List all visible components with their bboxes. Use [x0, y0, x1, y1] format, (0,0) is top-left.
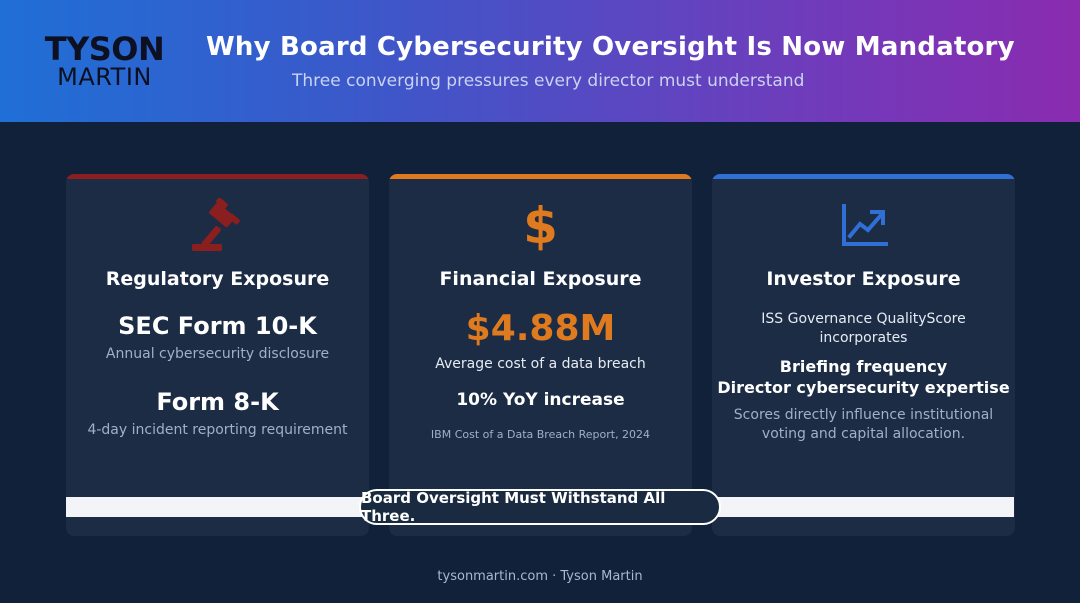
form-8k-desc: 4-day incident reporting requirement: [87, 422, 348, 438]
factor-briefing-frequency: Briefing frequency: [779, 357, 948, 376]
logo-line1: TYSON: [44, 30, 165, 68]
investor-note-line2: voting and capital allocation.: [761, 426, 966, 442]
yoy-increase: 10% YoY increase: [456, 390, 625, 410]
form-10k-title: SEC Form 10-K: [118, 312, 317, 340]
form-10k-desc: Annual cybersecurity disclosure: [105, 346, 330, 362]
logo-line2: MARTIN: [57, 63, 152, 91]
iss-intro-line1: ISS Governance QualityScore: [761, 311, 966, 327]
card-heading: Financial Exposure: [439, 268, 642, 290]
card-heading: Regulatory Exposure: [105, 268, 330, 290]
gavel-icon: [66, 198, 369, 254]
page-title: Why Board Cybersecurity Oversight Is Now…: [206, 32, 1015, 62]
logo: TYSON MARTIN: [32, 30, 177, 91]
card-topbar: [712, 174, 1015, 179]
conclusion-banner: Board Oversight Must Withstand All Three…: [359, 489, 721, 525]
source-note: IBM Cost of a Data Breach Report, 2024: [430, 428, 651, 441]
page-subtitle: Three converging pressures every directo…: [292, 71, 805, 91]
card-heading: Investor Exposure: [766, 268, 961, 290]
investor-note-line1: Scores directly influence institutional: [733, 407, 994, 423]
trending-up-chart-icon: [712, 198, 1015, 254]
iss-intro-line2: incorporates: [819, 330, 908, 346]
breach-cost-stat: $4.88M: [465, 308, 616, 349]
card-regulatory: Regulatory Exposure SEC Form 10-K Annual…: [66, 174, 369, 536]
card-investor: Investor Exposure ISS Governance Quality…: [712, 174, 1015, 536]
form-8k-title: Form 8-K: [156, 388, 279, 416]
card-topbar: [389, 174, 692, 179]
card-topbar: [66, 174, 369, 179]
dollar-icon: $: [523, 197, 558, 255]
footer-credit: tysonmartin.com · Tyson Martin: [437, 569, 643, 584]
breach-cost-desc: Average cost of a data breach: [435, 356, 646, 372]
card-financial: $ Financial Exposure $4.88M Average cost…: [389, 174, 692, 536]
header-banner: TYSON MARTIN Why Board Cybersecurity Ove…: [0, 0, 1080, 122]
factor-director-expertise: Director cybersecurity expertise: [717, 378, 1010, 397]
